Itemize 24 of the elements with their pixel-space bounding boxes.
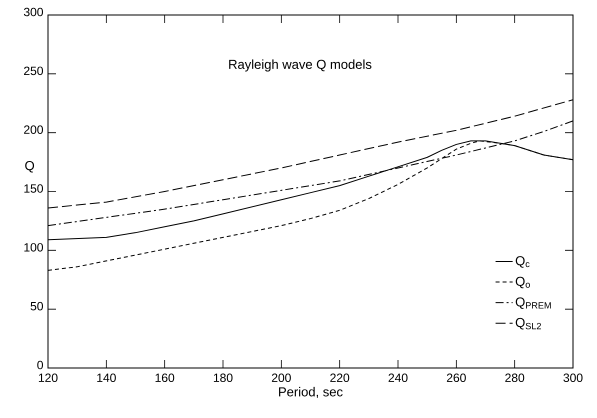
x-tick-label: 180	[214, 374, 233, 382]
x-tick-label: 240	[388, 374, 408, 382]
x-tick-label: 220	[330, 374, 350, 382]
y-tick-label: 100	[24, 243, 43, 252]
x-tick-label: 200	[272, 374, 291, 382]
x-tick-label: 260	[446, 374, 466, 382]
x-tick-label: 140	[97, 374, 116, 382]
x-tick-label: 160	[156, 374, 174, 382]
legend-label: Q$_{o}$	[516, 276, 530, 288]
y-tick-label: 50	[30, 302, 44, 310]
y-tick-label: 250	[24, 66, 43, 76]
y-tick-label: 300	[24, 8, 43, 16]
legend-label: Q$_{PREM}$	[516, 297, 551, 309]
x-tick-label: 280	[505, 374, 524, 382]
x-tick-label: 300	[563, 374, 583, 382]
y-axis-title: Q	[25, 161, 34, 173]
x-tick-label: 120	[38, 374, 58, 382]
y-tick-label: 150	[24, 184, 43, 193]
x-axis-title: Period, sec	[279, 386, 343, 398]
legend-label: Q$_{c}$	[516, 256, 530, 268]
y-tick-label: 200	[24, 125, 43, 134]
y-tick-label: 0	[37, 360, 44, 370]
legend-label: Q$_{SL2}$	[516, 318, 541, 330]
text: Rayleigh wave Q models	[229, 59, 372, 72]
